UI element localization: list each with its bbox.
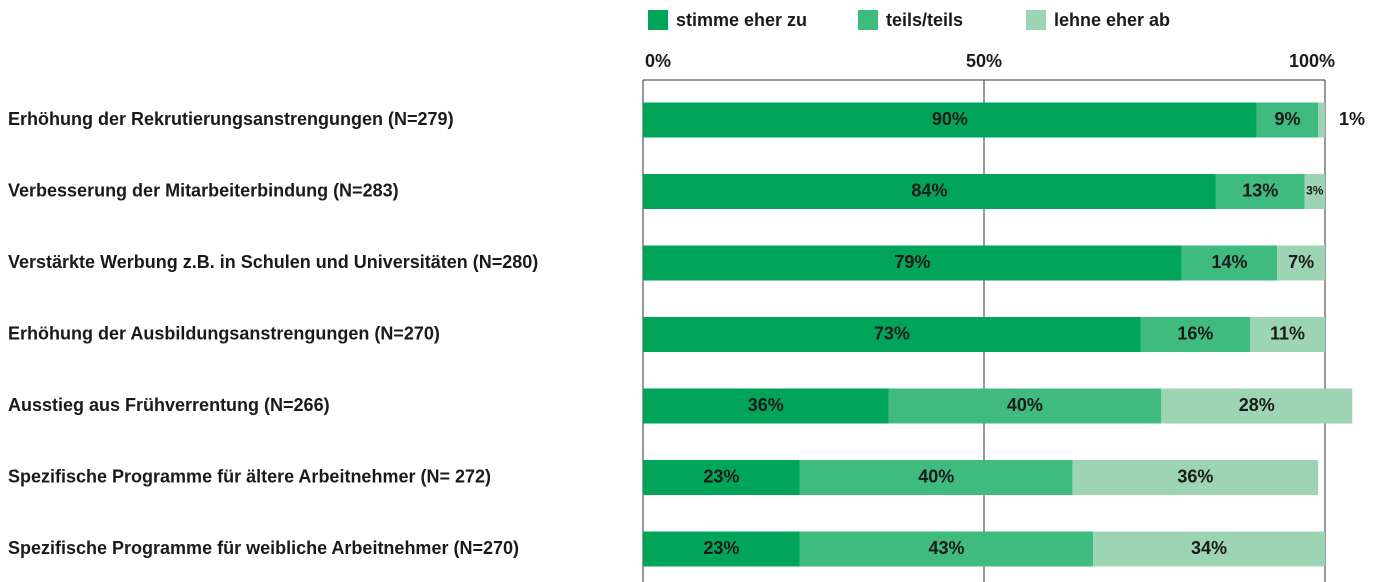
category-label: Erhöhung der Rekrutierungsanstrengungen … [8, 109, 454, 129]
value-label: 9% [1274, 109, 1300, 129]
bar-segment [643, 245, 1182, 281]
value-label: 73% [874, 323, 910, 343]
value-label: 79% [894, 252, 930, 272]
legend-label: teils/teils [886, 10, 963, 30]
bar-segment [1140, 317, 1250, 352]
value-label: 23% [703, 466, 739, 486]
value-label: 23% [703, 538, 739, 558]
value-label: 40% [918, 466, 954, 486]
bar-segment [643, 317, 1141, 352]
value-label: 28% [1239, 395, 1275, 415]
category-label: Erhöhung der Ausbildungsanstrengungen (N… [8, 323, 440, 343]
legend-label: stimme eher zu [676, 10, 807, 30]
bar-segment [643, 388, 889, 424]
bar-segment [1093, 531, 1325, 567]
bar-segment [1318, 102, 1325, 138]
legend-label: lehne eher ab [1054, 10, 1170, 30]
bar-segment [1277, 245, 1325, 281]
value-label: 36% [748, 395, 784, 415]
category-label: Ausstieg aus Frühverrentung (N=266) [8, 395, 330, 415]
bar-segment [1161, 388, 1353, 424]
bar-segment [799, 460, 1073, 495]
bar-segment [1304, 174, 1325, 209]
value-label: 3% [1306, 184, 1324, 198]
bar-segment [1072, 460, 1319, 495]
bar-segment [643, 460, 800, 495]
bar-segment [1256, 102, 1319, 138]
legend-swatch [1026, 10, 1046, 30]
bar-segment [1249, 317, 1325, 352]
category-label: Spezifische Programme für weibliche Arbe… [8, 538, 519, 558]
value-label: 34% [1191, 538, 1227, 558]
bar-segment [1215, 174, 1305, 209]
bar-segment [643, 174, 1216, 209]
value-label: 13% [1242, 180, 1278, 200]
category-label: Spezifische Programme für ältere Arbeitn… [8, 466, 491, 486]
x-tick-label: 100% [1289, 51, 1335, 71]
value-label: 11% [1270, 323, 1305, 343]
legend-swatch [858, 10, 878, 30]
x-tick-label: 0% [645, 51, 671, 71]
bar-segment [643, 102, 1257, 138]
value-label: 40% [1007, 395, 1043, 415]
category-label: Verbesserung der Mitarbeiterbindung (N=2… [8, 180, 399, 200]
value-label: 84% [911, 180, 947, 200]
x-tick-label: 50% [966, 51, 1002, 71]
category-label: Verstärkte Werbung z.B. in Schulen und U… [8, 252, 538, 272]
legend-swatch [648, 10, 668, 30]
value-label: 7% [1288, 252, 1314, 272]
value-label: 90% [932, 109, 968, 129]
value-label: 14% [1212, 252, 1248, 272]
value-label: 43% [928, 538, 964, 558]
value-label: 1% [1339, 109, 1365, 129]
value-label: 16% [1177, 323, 1213, 343]
bar-segment [888, 388, 1162, 424]
bar-segment [643, 531, 800, 567]
value-label: 36% [1177, 466, 1213, 486]
bar-segment [1181, 245, 1278, 281]
bar-segment [799, 531, 1094, 567]
